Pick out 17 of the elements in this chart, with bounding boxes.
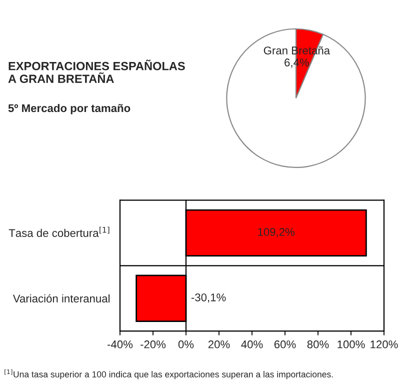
- pie-slice: [226, 28, 366, 168]
- x-tick-label: -20%: [140, 340, 166, 348]
- x-tick-label: 60%: [274, 340, 296, 348]
- text: $^{[1]}$Una tasa superior a 100 indica que las exportaciones superan a las importaciones.: [4, 369, 333, 380]
- x-tick-label: 80%: [307, 340, 329, 348]
- x-tick-label: 20%: [208, 340, 230, 348]
- y-tick-label: Variación interanual: [12, 294, 110, 303]
- data-label: -30,1%: [191, 293, 226, 303]
- text: EXPORTACIONES ESPAÑOLAS A GRAN BRETAÑA: [8, 60, 185, 83]
- x-tick-label: -40%: [108, 340, 133, 348]
- x-tick-label: 120%: [370, 340, 398, 348]
- y-tick-label: Tasa de cobertura$^{[1]}$: [8, 226, 110, 237]
- text: 5º Mercado por tamaño: [8, 104, 130, 114]
- x-tick-label: 40%: [241, 340, 263, 348]
- x-tick-label: 100%: [338, 340, 365, 348]
- x-tick-label: 0%: [178, 340, 194, 348]
- data-label: 109,2%: [258, 228, 295, 238]
